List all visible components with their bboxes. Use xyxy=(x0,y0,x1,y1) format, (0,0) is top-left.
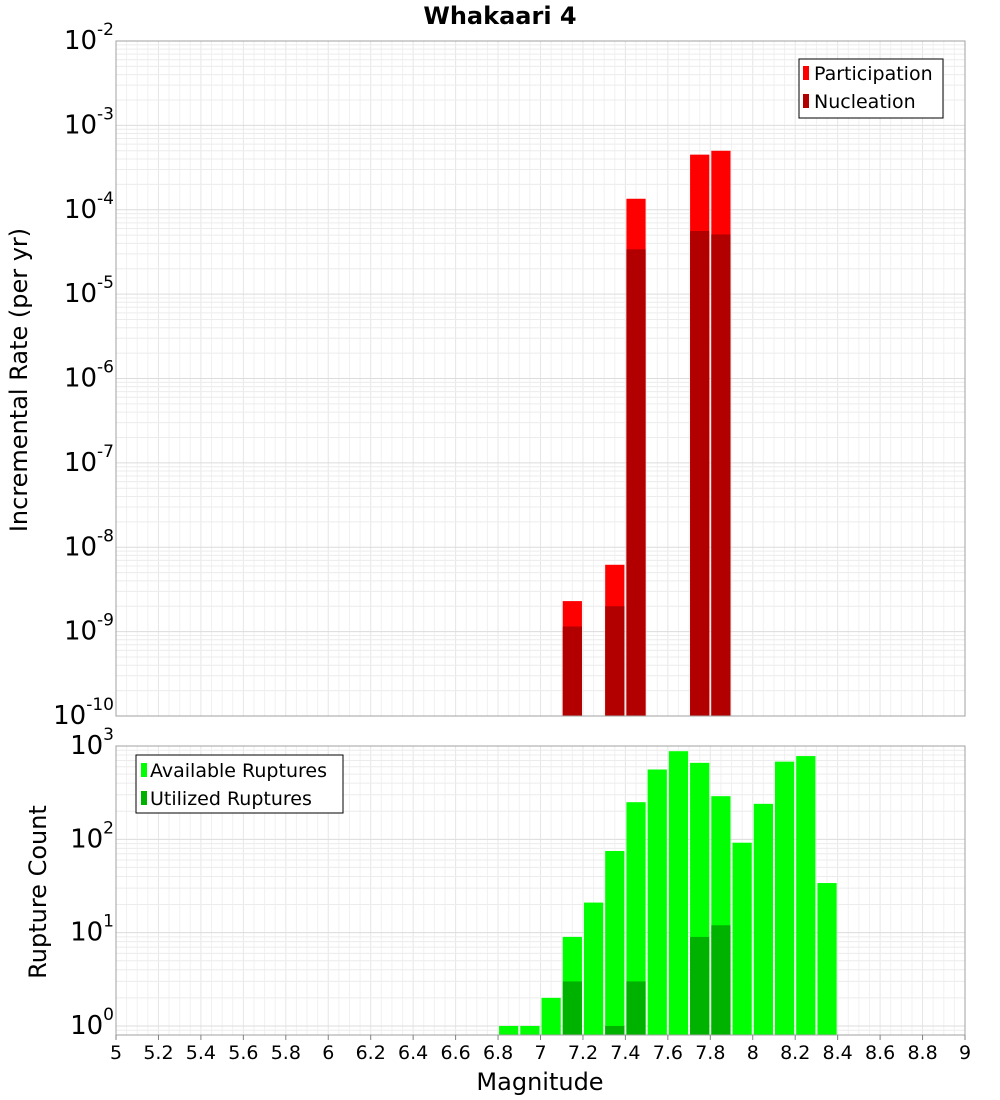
bar-available-ruptures xyxy=(753,803,773,1035)
bar-available-ruptures xyxy=(541,997,561,1035)
x-tick-label: 6 xyxy=(322,1042,334,1064)
rate-bars xyxy=(562,150,731,717)
bar-available-ruptures xyxy=(647,769,667,1035)
utilized-legend-swatch xyxy=(141,791,147,805)
count-legend: Available Ruptures Utilized Ruptures xyxy=(135,754,344,814)
x-tick-label: 7.6 xyxy=(653,1042,683,1064)
bar-available-ruptures xyxy=(583,902,604,1035)
rate-legend-box xyxy=(798,58,944,119)
nucleation-legend-label: Nucleation xyxy=(814,91,916,113)
bar-nucleation xyxy=(626,249,646,716)
rate-grid xyxy=(115,40,966,717)
bar-available-ruptures xyxy=(520,1025,540,1035)
participation-legend-swatch xyxy=(803,66,809,80)
y-tick-label: 100 xyxy=(70,1005,114,1041)
y-tick-label: 10-6 xyxy=(64,358,114,394)
x-tick-label: 5 xyxy=(110,1042,122,1064)
y-tick-label: 101 xyxy=(70,912,114,948)
count-panel: 100 101 102 103 5 5.2 5.4 5.6 5.8 6 6.2 6.4 6.6 6.8 7… xyxy=(24,725,971,1096)
bar-utilized-ruptures xyxy=(562,981,582,1035)
x-tick-label: 7.2 xyxy=(568,1042,598,1064)
y-tick-label: 10-9 xyxy=(64,611,114,647)
bar-available-ruptures xyxy=(668,751,689,1035)
x-tick-label: 6.4 xyxy=(398,1042,428,1064)
bar-nucleation xyxy=(605,606,625,716)
available-legend-swatch xyxy=(141,763,147,777)
y-tick-label: 10-7 xyxy=(64,442,114,478)
x-tick-label: 7 xyxy=(534,1042,546,1064)
magnitude-x-ticks: 5 5.2 5.4 5.6 5.8 6 6.2 6.4 6.6 6.8 7 7.2 7.4 7.6 7.8 8… xyxy=(110,1035,971,1064)
x-tick-label: 5.6 xyxy=(228,1042,258,1064)
count-y-ticks: 100 101 102 103 xyxy=(70,725,114,1041)
rate-panel: 10-10 10-9 10-8 10-7 10-6 10-5 10-4 10-3 10-2 In… xyxy=(5,20,966,731)
bar-utilized-ruptures xyxy=(605,1025,625,1035)
bar-available-ruptures xyxy=(774,761,795,1035)
count-legend-box xyxy=(135,754,344,814)
bar-utilized-ruptures xyxy=(626,981,646,1035)
x-tick-label: 8 xyxy=(747,1042,759,1064)
x-tick-label: 5.4 xyxy=(186,1042,216,1064)
x-tick-label: 8.4 xyxy=(823,1042,853,1064)
x-tick-label: 6.2 xyxy=(356,1042,386,1064)
y-tick-label: 103 xyxy=(70,725,114,761)
x-tick-label: 9 xyxy=(959,1042,971,1064)
available-legend-label: Available Ruptures xyxy=(150,760,327,782)
y-tick-label: 10-2 xyxy=(64,20,114,56)
count-bars xyxy=(499,751,837,1035)
nucleation-legend-swatch xyxy=(803,94,809,108)
bar-utilized-ruptures xyxy=(690,936,710,1035)
rate-y-ticks: 10-10 10-9 10-8 10-7 10-6 10-5 10-4 10-3 10-2 xyxy=(53,20,114,731)
rate-y-axis-label: Incremental Rate (per yr) xyxy=(5,228,33,532)
bar-nucleation xyxy=(711,234,731,716)
x-tick-label: 6.6 xyxy=(440,1042,470,1064)
x-tick-label: 8.8 xyxy=(907,1042,937,1064)
y-tick-label: 10-10 xyxy=(53,695,114,731)
bar-available-ruptures xyxy=(817,883,837,1035)
x-tick-label: 5.8 xyxy=(271,1042,301,1064)
bar-available-ruptures xyxy=(499,1025,519,1035)
x-tick-label: 7.4 xyxy=(610,1042,640,1064)
x-tick-label: 7.8 xyxy=(695,1042,725,1064)
bar-available-ruptures xyxy=(796,756,816,1035)
bar-available-ruptures xyxy=(732,842,752,1035)
bar-nucleation xyxy=(562,626,582,716)
y-tick-label: 10-8 xyxy=(64,526,114,562)
y-tick-label: 10-5 xyxy=(64,273,114,309)
rate-legend: Participation Nucleation xyxy=(798,58,944,119)
y-tick-label: 10-3 xyxy=(64,104,114,140)
x-axis-label: Magnitude xyxy=(476,1068,603,1096)
bar-nucleation xyxy=(690,230,710,716)
participation-legend-label: Participation xyxy=(814,63,933,85)
rate-plot-border xyxy=(115,40,966,717)
bar-available-ruptures xyxy=(626,802,646,1035)
y-tick-label: 10-4 xyxy=(64,189,114,225)
bar-utilized-ruptures xyxy=(711,925,731,1035)
x-tick-label: 8.2 xyxy=(780,1042,810,1064)
bar-available-ruptures xyxy=(605,850,625,1035)
chart-title: Whakaari 4 xyxy=(423,2,576,30)
x-tick-label: 5.2 xyxy=(143,1042,173,1064)
utilized-legend-label: Utilized Ruptures xyxy=(150,788,312,810)
x-tick-label: 6.8 xyxy=(483,1042,513,1064)
count-y-axis-label: Rupture Count xyxy=(24,805,52,979)
y-tick-label: 102 xyxy=(70,818,114,854)
x-tick-label: 8.6 xyxy=(865,1042,895,1064)
